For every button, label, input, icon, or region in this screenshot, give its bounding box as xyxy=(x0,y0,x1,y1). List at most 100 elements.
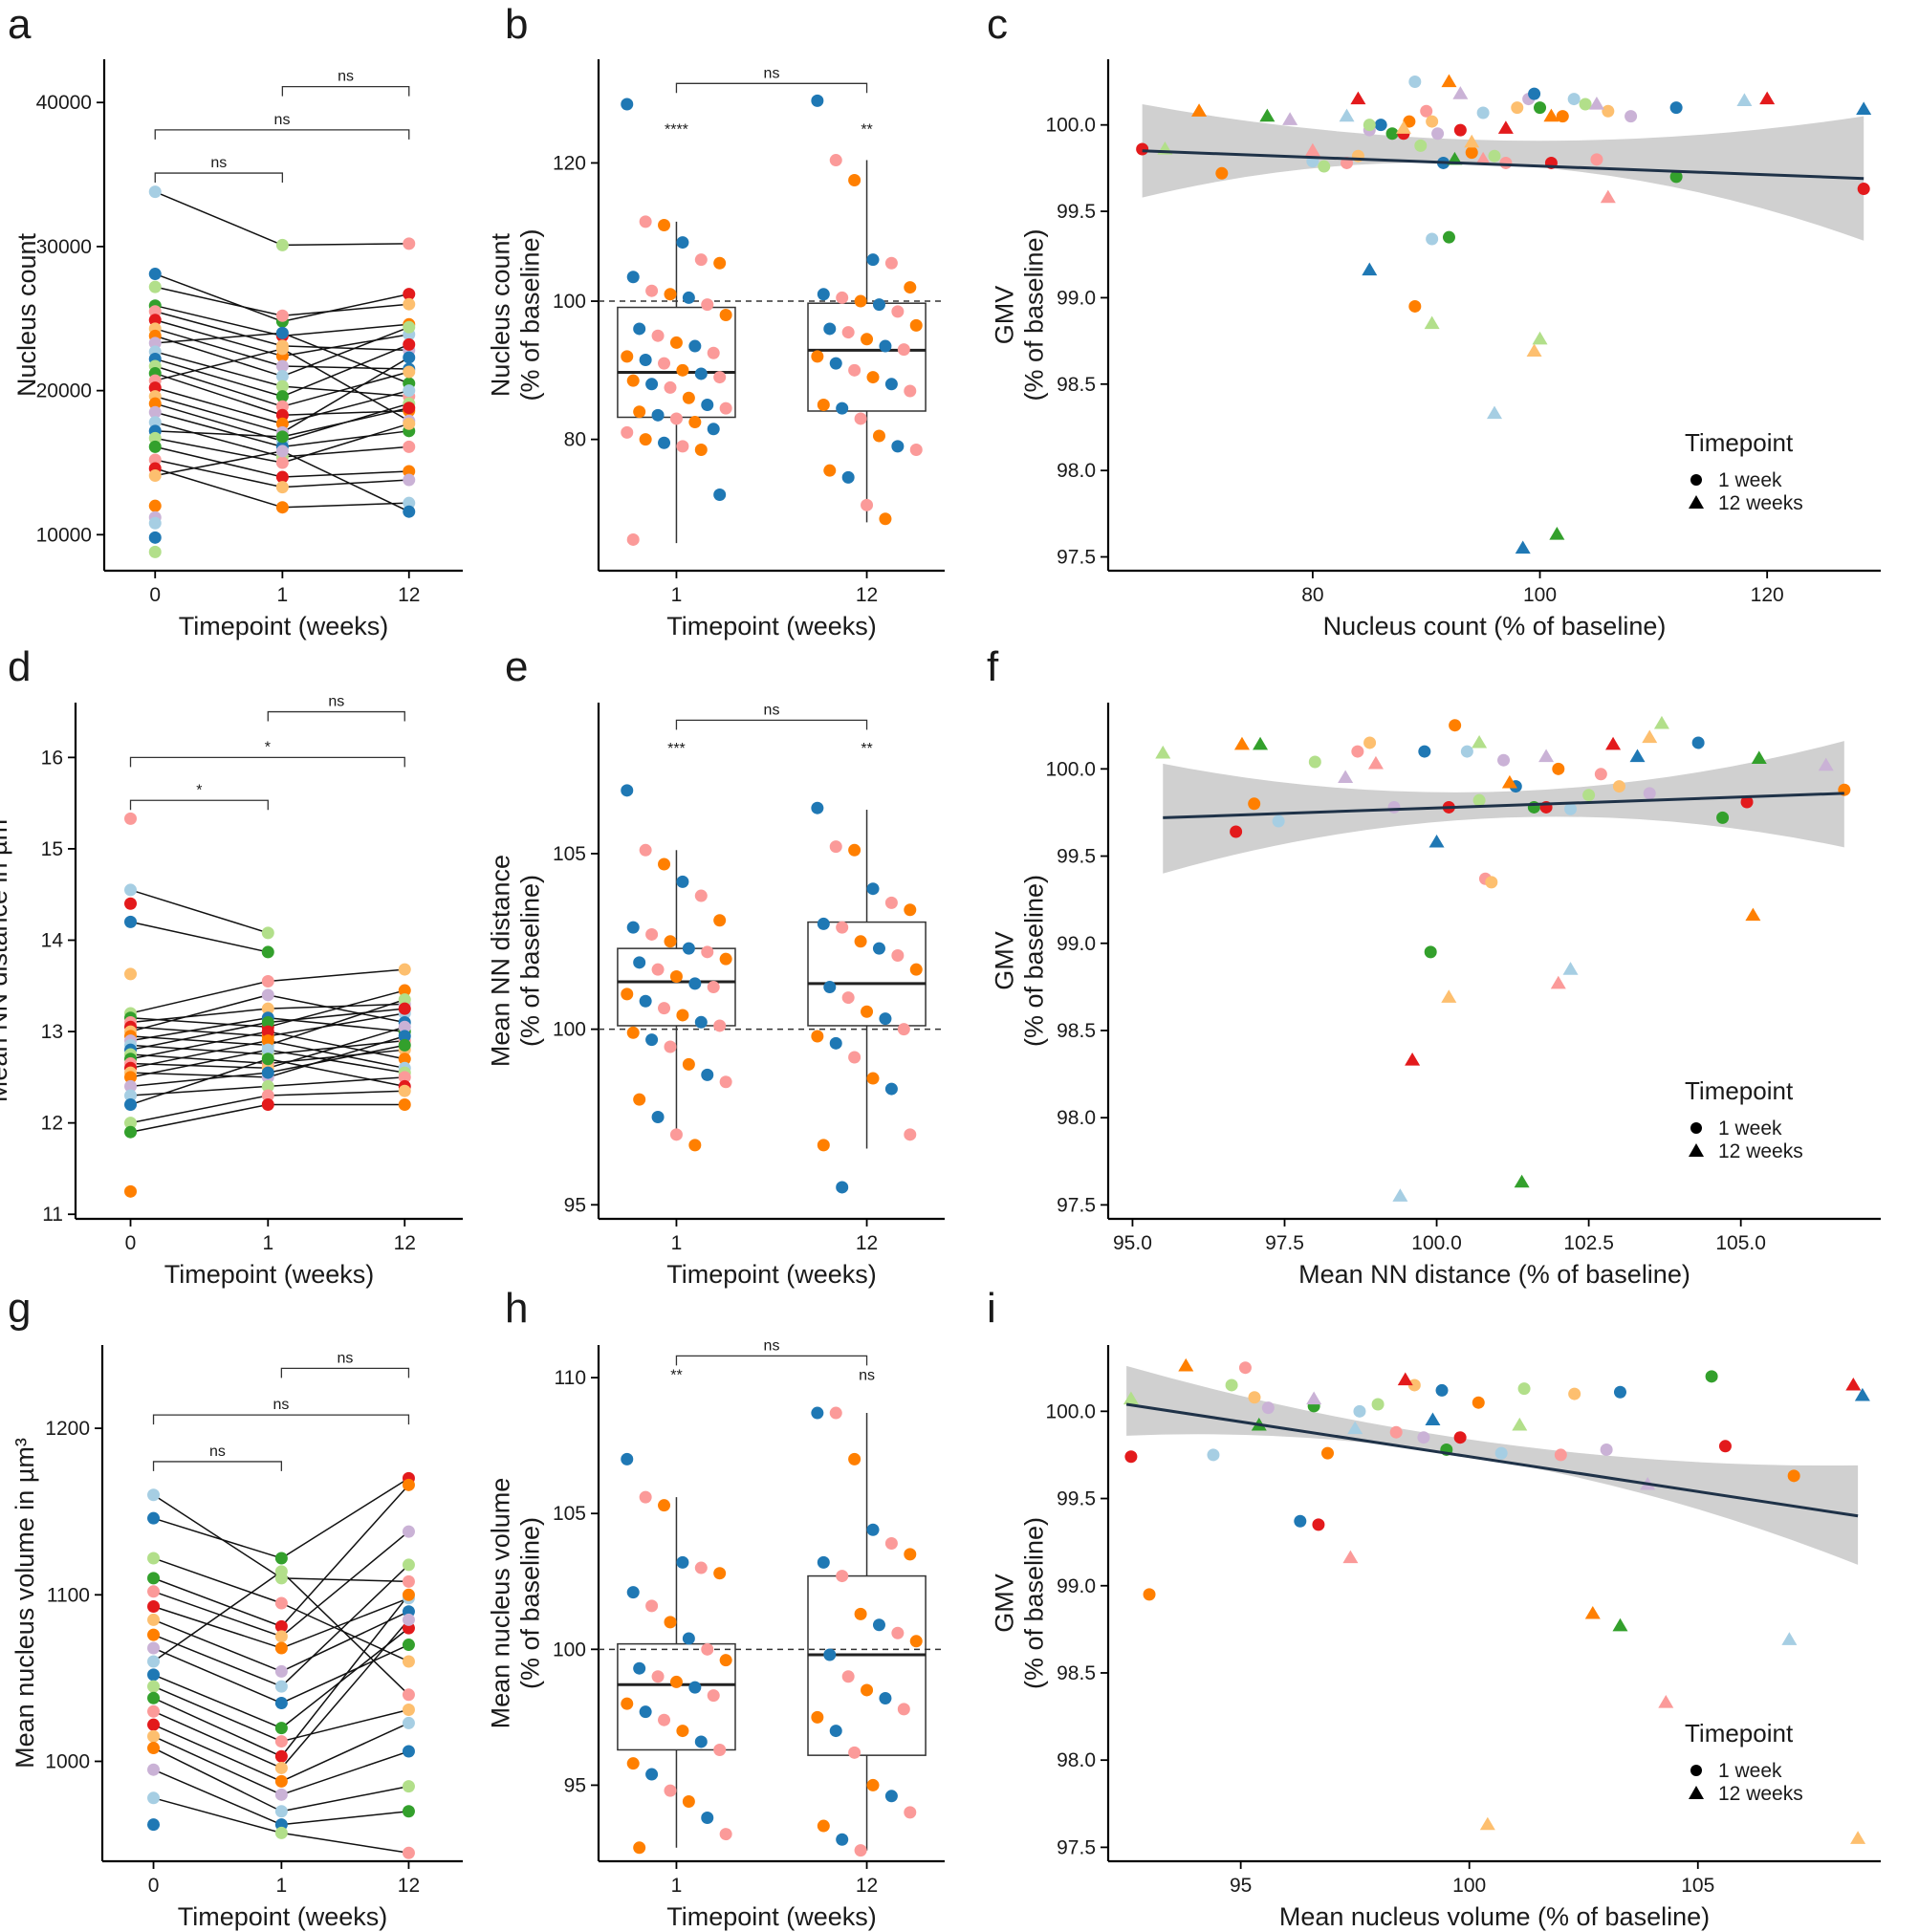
bracket-label: ns xyxy=(274,112,291,128)
data-point xyxy=(904,1128,917,1141)
data-point xyxy=(707,423,720,436)
point-1-week xyxy=(1408,75,1422,88)
point-1-week xyxy=(1669,170,1683,184)
data-point xyxy=(633,322,646,336)
y-axis-title: (% of baseline) xyxy=(516,875,545,1047)
data-point xyxy=(274,1565,288,1578)
data-point xyxy=(147,1691,161,1704)
point-1-week xyxy=(1594,768,1607,781)
data-point xyxy=(148,314,162,327)
data-point xyxy=(124,812,138,825)
data-point xyxy=(633,956,646,969)
y-tick-label: 15 xyxy=(41,838,63,860)
bracket-line xyxy=(152,1461,283,1471)
point-12-weeks xyxy=(1282,112,1298,125)
point-12-weeks xyxy=(1342,1550,1359,1564)
point-12-weeks xyxy=(1233,736,1250,750)
point-12-weeks xyxy=(1350,91,1366,105)
paired-line xyxy=(153,1517,282,1559)
point-12-weeks xyxy=(1736,93,1753,106)
point-1-week xyxy=(1230,825,1243,838)
data-point xyxy=(402,1716,415,1729)
point-1-week xyxy=(1556,110,1569,123)
point-1-week xyxy=(1318,160,1331,173)
bracket-label: ns xyxy=(764,1337,780,1354)
x-axis-title: Nucleus count (% of baseline) xyxy=(1323,612,1667,640)
data-point xyxy=(639,433,652,446)
point-12-weeks xyxy=(1425,1412,1441,1426)
point-12-weeks xyxy=(1441,74,1457,88)
x-tick-label: 0 xyxy=(148,1875,160,1897)
data-point xyxy=(645,927,659,941)
paired-line xyxy=(153,1797,282,1834)
data-point xyxy=(147,1763,161,1776)
x-tick-label: 100 xyxy=(1452,1875,1486,1897)
data-point xyxy=(402,1478,415,1491)
y-axis-title: GMV xyxy=(991,286,1019,345)
point-1-week xyxy=(1787,1469,1800,1483)
data-point xyxy=(645,1599,659,1613)
data-point xyxy=(884,1082,898,1096)
point-12-weeks xyxy=(1532,331,1548,345)
paired-line xyxy=(130,1072,269,1088)
data-point xyxy=(274,1680,288,1693)
x-axis-title: Timepoint (weeks) xyxy=(666,1902,877,1931)
panel-h: 95 100 105 110 1 12 Timepoint (weeks) Mean nucl… xyxy=(487,1337,945,1931)
point-12-weeks xyxy=(1452,86,1469,99)
point-12-weeks xyxy=(1338,770,1354,784)
paired-line xyxy=(155,395,283,434)
data-point xyxy=(274,1619,288,1633)
data-point xyxy=(879,1012,892,1026)
y-tick-label: 100 xyxy=(553,291,586,313)
significance-bracket: ns xyxy=(154,112,410,140)
x-tick-label: 97.5 xyxy=(1265,1232,1304,1254)
data-point xyxy=(147,1628,161,1641)
paired-line xyxy=(282,450,410,512)
paired-line xyxy=(155,467,283,509)
paired-line xyxy=(130,1072,269,1078)
data-point xyxy=(682,1632,695,1645)
point-1-week xyxy=(1371,1398,1385,1411)
paired-line xyxy=(282,389,409,425)
bracket-label: ns xyxy=(337,1350,353,1366)
data-point xyxy=(633,1841,646,1855)
paired-line xyxy=(155,430,283,438)
point-1-week xyxy=(1857,183,1870,196)
data-point xyxy=(274,1697,288,1710)
panel-letter-b: b xyxy=(505,1,528,48)
y-tick-label: 98.0 xyxy=(1057,1749,1096,1771)
data-point xyxy=(398,993,411,1007)
point-1-week xyxy=(1643,787,1656,800)
data-point xyxy=(664,288,677,301)
paired-line xyxy=(130,1016,269,1042)
paired-line xyxy=(268,1026,405,1070)
x-tick-label: 1 xyxy=(262,1232,273,1254)
paired-line xyxy=(130,994,269,1032)
point-1-week xyxy=(1564,802,1578,815)
data-point xyxy=(626,1586,640,1599)
point-1-week xyxy=(1312,1518,1325,1531)
point-1-week xyxy=(1485,876,1498,889)
x-axis-title: Timepoint (weeks) xyxy=(666,1260,877,1289)
legend-label-1-week: 1 week xyxy=(1718,469,1782,491)
data-point xyxy=(275,430,289,444)
point-1-week xyxy=(1248,1391,1261,1404)
paired-line xyxy=(282,293,409,323)
point-12-weeks xyxy=(1362,262,1378,276)
y-axis-title: (% of baseline) xyxy=(1020,875,1049,1047)
paired-line xyxy=(153,1747,282,1813)
paired-line xyxy=(282,502,409,509)
data-point xyxy=(275,456,289,469)
data-point xyxy=(275,238,289,251)
point-12-weeks xyxy=(1304,142,1320,157)
paired-line xyxy=(268,1076,405,1088)
data-point xyxy=(148,405,162,419)
paired-line xyxy=(153,1634,282,1687)
data-point xyxy=(879,339,892,353)
data-point xyxy=(713,1743,727,1756)
data-point xyxy=(811,801,824,814)
data-point xyxy=(261,1066,274,1079)
data-point xyxy=(275,481,289,494)
data-point xyxy=(676,1555,689,1569)
